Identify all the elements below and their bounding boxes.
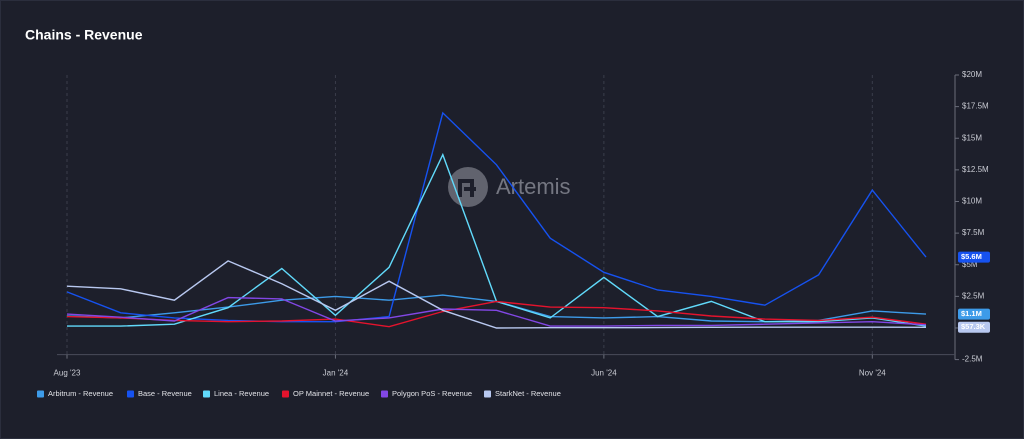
value-label: $57.3K: [961, 322, 986, 331]
legend-swatch: [484, 390, 491, 398]
x-tick-label: Jun '24: [591, 369, 617, 378]
legend-swatch: [282, 390, 289, 398]
legend-label: StarkNet - Revenue: [495, 389, 561, 398]
legend-swatch: [127, 390, 134, 398]
legend-label: Linea - Revenue: [214, 389, 269, 398]
series-line: [66, 111, 927, 323]
value-label: $1.1M: [961, 309, 982, 318]
series-line: [66, 260, 927, 329]
x-tick-label: Nov '24: [859, 369, 886, 378]
y-tick-label: $10M: [962, 197, 982, 206]
value-label: $5.6M: [961, 252, 982, 261]
watermark: Artemis: [496, 174, 571, 199]
y-tick-label: $17.5M: [962, 102, 989, 111]
y-tick-label: -2.5M: [962, 355, 983, 364]
chart-title: Chains - Revenue: [25, 27, 143, 43]
y-tick-label: $20M: [962, 70, 982, 79]
legend-label: OP Mainnet - Revenue: [293, 389, 369, 398]
legend-swatch: [381, 390, 388, 398]
legend-swatch: [37, 390, 44, 398]
value-label-bg: [958, 251, 990, 263]
legend-label: Arbitrum - Revenue: [48, 389, 113, 398]
x-tick-label: Aug '23: [54, 369, 81, 378]
y-tick-label: $15M: [962, 133, 982, 142]
legend-label: Base - Revenue: [138, 389, 192, 398]
series-line: [66, 296, 927, 327]
x-tick-label: Jan '24: [323, 369, 349, 378]
series-line: [66, 300, 927, 328]
y-tick-label: $7.5M: [962, 228, 985, 237]
legend-swatch: [203, 390, 210, 398]
value-label-bg: [958, 308, 990, 320]
value-label-bg: [958, 321, 990, 333]
y-tick-label: $2.5M: [962, 291, 985, 300]
y-tick-label: $5M: [962, 260, 978, 269]
legend-label: Polygon PoS - Revenue: [392, 389, 472, 398]
y-tick-label: $12.5M: [962, 165, 989, 174]
